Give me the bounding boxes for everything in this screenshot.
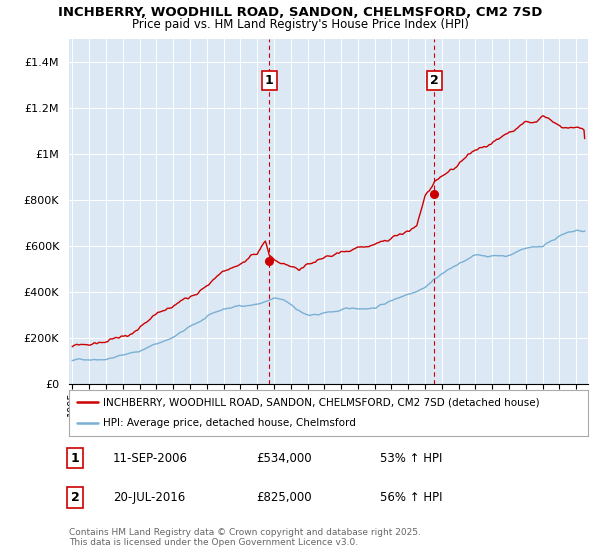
Text: 56% ↑ HPI: 56% ↑ HPI xyxy=(380,491,443,504)
Text: 53% ↑ HPI: 53% ↑ HPI xyxy=(380,451,443,465)
Text: INCHBERRY, WOODHILL ROAD, SANDON, CHELMSFORD, CM2 7SD: INCHBERRY, WOODHILL ROAD, SANDON, CHELMS… xyxy=(58,6,542,18)
Text: 1: 1 xyxy=(265,74,274,87)
Text: 2: 2 xyxy=(430,74,439,87)
Text: 2: 2 xyxy=(71,491,80,504)
Text: 20-JUL-2016: 20-JUL-2016 xyxy=(113,491,185,504)
Text: £825,000: £825,000 xyxy=(256,491,311,504)
Text: Price paid vs. HM Land Registry's House Price Index (HPI): Price paid vs. HM Land Registry's House … xyxy=(131,18,469,31)
Text: 1: 1 xyxy=(71,451,80,465)
Text: 11-SEP-2006: 11-SEP-2006 xyxy=(113,451,188,465)
Text: HPI: Average price, detached house, Chelmsford: HPI: Average price, detached house, Chel… xyxy=(103,418,356,428)
Text: INCHBERRY, WOODHILL ROAD, SANDON, CHELMSFORD, CM2 7SD (detached house): INCHBERRY, WOODHILL ROAD, SANDON, CHELMS… xyxy=(103,397,539,407)
Text: £534,000: £534,000 xyxy=(256,451,311,465)
Text: Contains HM Land Registry data © Crown copyright and database right 2025.
This d: Contains HM Land Registry data © Crown c… xyxy=(69,528,421,547)
